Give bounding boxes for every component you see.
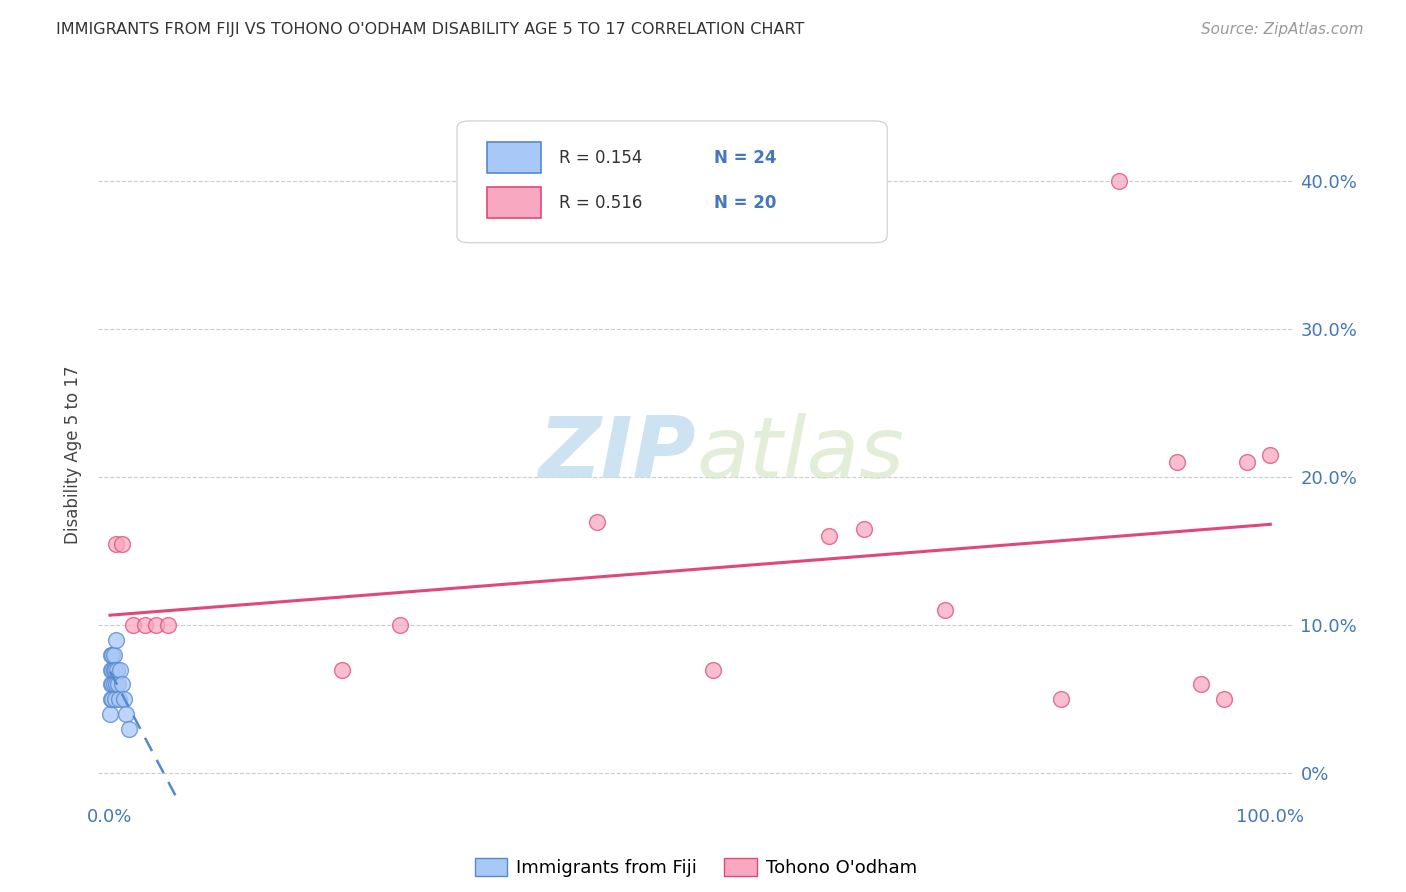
Point xyxy=(103,677,125,691)
Point xyxy=(1108,174,1130,188)
Point xyxy=(103,663,125,677)
Point xyxy=(108,692,131,706)
Text: R = 0.154: R = 0.154 xyxy=(558,149,643,167)
Point xyxy=(104,663,127,677)
FancyBboxPatch shape xyxy=(486,187,540,219)
Point xyxy=(115,706,138,721)
Text: N = 24: N = 24 xyxy=(714,149,776,167)
Text: IMMIGRANTS FROM FIJI VS TOHONO O'ODHAM DISABILITY AGE 5 TO 17 CORRELATION CHART: IMMIGRANTS FROM FIJI VS TOHONO O'ODHAM D… xyxy=(56,22,804,37)
Point xyxy=(98,706,121,721)
Point xyxy=(157,618,180,632)
Point xyxy=(100,677,122,691)
Point xyxy=(100,692,122,706)
Point xyxy=(100,663,122,677)
Point xyxy=(134,618,156,632)
Point xyxy=(853,522,876,536)
Text: Source: ZipAtlas.com: Source: ZipAtlas.com xyxy=(1201,22,1364,37)
Point xyxy=(111,677,134,691)
Point xyxy=(104,677,127,691)
Text: ZIP: ZIP xyxy=(538,413,696,497)
Point xyxy=(104,692,127,706)
Text: atlas: atlas xyxy=(696,413,904,497)
Point xyxy=(1189,677,1212,691)
Point xyxy=(101,663,124,677)
Point xyxy=(1212,692,1234,706)
Text: R = 0.516: R = 0.516 xyxy=(558,194,643,212)
FancyBboxPatch shape xyxy=(457,121,887,243)
Point xyxy=(330,663,353,677)
Point xyxy=(105,663,128,677)
Point xyxy=(122,618,145,632)
Text: N = 20: N = 20 xyxy=(714,194,776,212)
Point xyxy=(586,515,609,529)
Point xyxy=(104,632,127,647)
Point xyxy=(101,692,124,706)
Point xyxy=(117,722,139,736)
Point xyxy=(934,603,956,617)
Point xyxy=(818,529,841,543)
Y-axis label: Disability Age 5 to 17: Disability Age 5 to 17 xyxy=(65,366,83,544)
Point xyxy=(1050,692,1073,706)
Point xyxy=(1166,455,1188,469)
Point xyxy=(145,618,167,632)
Point xyxy=(104,537,127,551)
Point xyxy=(389,618,412,632)
Point xyxy=(111,537,134,551)
Point xyxy=(1236,455,1258,469)
Point xyxy=(702,663,724,677)
Point xyxy=(1258,448,1281,462)
Point xyxy=(101,677,124,691)
Point xyxy=(101,648,124,662)
Point xyxy=(107,677,129,691)
Point xyxy=(112,692,135,706)
Point xyxy=(100,648,122,662)
Point xyxy=(103,648,125,662)
Point xyxy=(110,663,132,677)
Legend: Immigrants from Fiji, Tohono O'odham: Immigrants from Fiji, Tohono O'odham xyxy=(468,851,924,884)
FancyBboxPatch shape xyxy=(486,142,540,173)
